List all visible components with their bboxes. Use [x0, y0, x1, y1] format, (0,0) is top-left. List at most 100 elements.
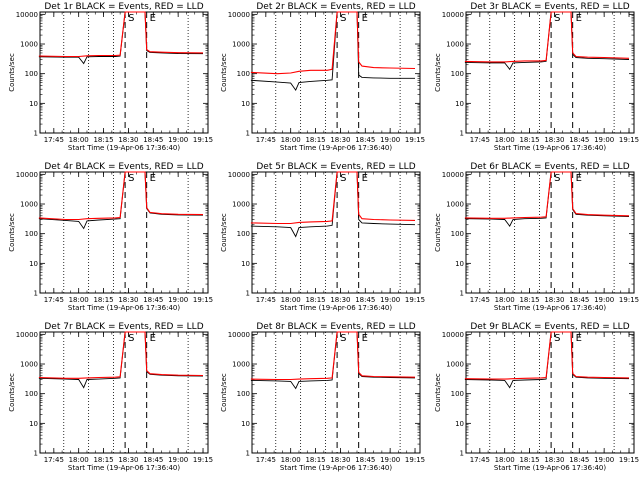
x-tick-label: 18:30 — [544, 296, 564, 304]
events-series-line — [464, 11, 630, 71]
y-tick-label: 1000 — [20, 361, 38, 369]
y-tick-label: 100 — [237, 70, 250, 78]
x-axis-label: Start Time (19-Apr-06 17:36:40) — [494, 304, 606, 312]
y-axis-label: Counts/sec — [220, 373, 228, 412]
y-tick-label: 10 — [455, 260, 464, 268]
x-tick-label: 19:15 — [619, 456, 639, 464]
y-tick-label: 10000 — [442, 171, 464, 179]
lld-series-line — [464, 171, 630, 219]
start-marker-label: S — [340, 13, 346, 24]
panel-title: Det 7r BLACK = Events, RED = LLD — [44, 322, 203, 332]
x-tick-label: 18:15 — [519, 296, 539, 304]
x-tick-label: 18:30 — [330, 456, 350, 464]
start-marker-label: S — [340, 333, 346, 344]
x-tick-label: 18:30 — [544, 456, 564, 464]
y-tick-label: 1 — [246, 450, 250, 458]
y-tick-label: 1 — [34, 130, 38, 138]
end-marker-label: E — [576, 173, 582, 184]
plot-frame — [465, 171, 635, 294]
x-tick-label: 19:00 — [594, 456, 614, 464]
y-axis-label: Counts/sec — [434, 53, 442, 92]
x-tick-label: 18:45 — [355, 136, 375, 144]
x-tick-label: 18:15 — [305, 296, 325, 304]
y-tick-label: 100 — [25, 390, 38, 398]
events-series-line — [250, 171, 416, 238]
start-marker-label: S — [128, 13, 134, 24]
end-marker-label: E — [362, 13, 368, 24]
y-tick-label: 1 — [246, 130, 250, 138]
plot-frame — [39, 11, 209, 134]
lld-series-line — [38, 171, 204, 221]
events-series-line — [250, 11, 415, 92]
panel-title: Det 1r BLACK = Events, RED = LLD — [44, 2, 203, 12]
y-tick-label: 1000 — [446, 41, 464, 49]
y-axis-label: Counts/sec — [220, 53, 228, 92]
plot-frame — [39, 331, 209, 454]
x-tick-label: 18:45 — [569, 456, 589, 464]
x-tick-label: 17:45 — [44, 136, 64, 144]
x-tick-label: 18:30 — [118, 456, 138, 464]
x-tick-label: 19:00 — [380, 296, 400, 304]
x-tick-label: 19:00 — [168, 136, 188, 144]
y-tick-label: 1000 — [232, 361, 250, 369]
start-marker-label: S — [554, 13, 560, 24]
y-tick-label: 10000 — [16, 11, 38, 19]
x-tick-label: 18:30 — [118, 296, 138, 304]
x-tick-label: 17:45 — [256, 456, 276, 464]
y-tick-label: 1 — [460, 450, 464, 458]
y-tick-label: 1000 — [20, 41, 38, 49]
y-tick-label: 1 — [34, 450, 38, 458]
x-tick-label: 19:15 — [405, 296, 425, 304]
x-tick-label: 18:15 — [93, 456, 113, 464]
y-tick-label: 10000 — [16, 171, 38, 179]
start-marker-label: S — [554, 333, 560, 344]
y-tick-label: 10 — [241, 260, 250, 268]
y-tick-label: 10000 — [228, 11, 250, 19]
y-tick-label: 1 — [34, 290, 38, 298]
y-axis-label: Counts/sec — [434, 373, 442, 412]
y-axis-label: Counts/sec — [8, 213, 16, 252]
x-tick-label: 19:15 — [619, 296, 639, 304]
x-axis-label: Start Time (19-Apr-06 17:36:40) — [280, 304, 392, 312]
events-series-line — [250, 331, 416, 390]
x-tick-label: 18:00 — [495, 136, 515, 144]
x-tick-label: 19:00 — [594, 296, 614, 304]
detector-panel: Det 7r BLACK = Events, RED = LLD 1 10 100 10… — [8, 322, 213, 472]
x-axis-label: Start Time (19-Apr-06 17:36:40) — [494, 464, 606, 472]
x-tick-label: 18:15 — [519, 136, 539, 144]
x-tick-label: 18:00 — [281, 456, 301, 464]
y-tick-label: 1000 — [446, 201, 464, 209]
detector-panel: Det 1r BLACK = Events, RED = LLD 1 10 100 10… — [8, 2, 213, 152]
plot-frame — [251, 171, 421, 294]
y-tick-label: 10 — [29, 100, 38, 108]
lld-series-line — [250, 11, 416, 75]
y-axis-label: Counts/sec — [434, 213, 442, 252]
x-tick-label: 18:00 — [495, 456, 515, 464]
x-tick-label: 18:45 — [355, 296, 375, 304]
y-tick-label: 100 — [237, 230, 250, 238]
x-tick-label: 18:00 — [69, 296, 89, 304]
x-tick-label: 17:45 — [470, 296, 490, 304]
x-tick-label: 19:15 — [193, 136, 213, 144]
x-tick-label: 19:15 — [193, 456, 213, 464]
x-tick-label: 18:30 — [544, 136, 564, 144]
events-series-line — [38, 171, 204, 230]
x-tick-label: 18:15 — [305, 456, 325, 464]
y-tick-label: 10 — [29, 260, 38, 268]
detector-panel: Det 3r BLACK = Events, RED = LLD 1 10 100 10… — [434, 2, 639, 152]
y-tick-label: 100 — [25, 70, 38, 78]
y-tick-label: 1000 — [20, 201, 38, 209]
panel-title: Det 8r BLACK = Events, RED = LLD — [256, 322, 415, 332]
plot-frame — [465, 331, 635, 454]
start-marker-label: S — [554, 173, 560, 184]
lld-series-line — [464, 11, 630, 63]
plot-frame — [251, 331, 421, 454]
x-axis-label: Start Time (19-Apr-06 17:36:40) — [494, 144, 606, 152]
y-axis-label: Counts/sec — [220, 213, 228, 252]
x-tick-label: 18:45 — [355, 456, 375, 464]
y-tick-label: 1 — [460, 130, 464, 138]
detector-panel: Det 5r BLACK = Events, RED = LLD 1 10 100 10… — [220, 162, 425, 312]
x-tick-label: 17:45 — [44, 456, 64, 464]
detector-panel: Det 9r BLACK = Events, RED = LLD 1 10 100 10… — [434, 322, 639, 472]
